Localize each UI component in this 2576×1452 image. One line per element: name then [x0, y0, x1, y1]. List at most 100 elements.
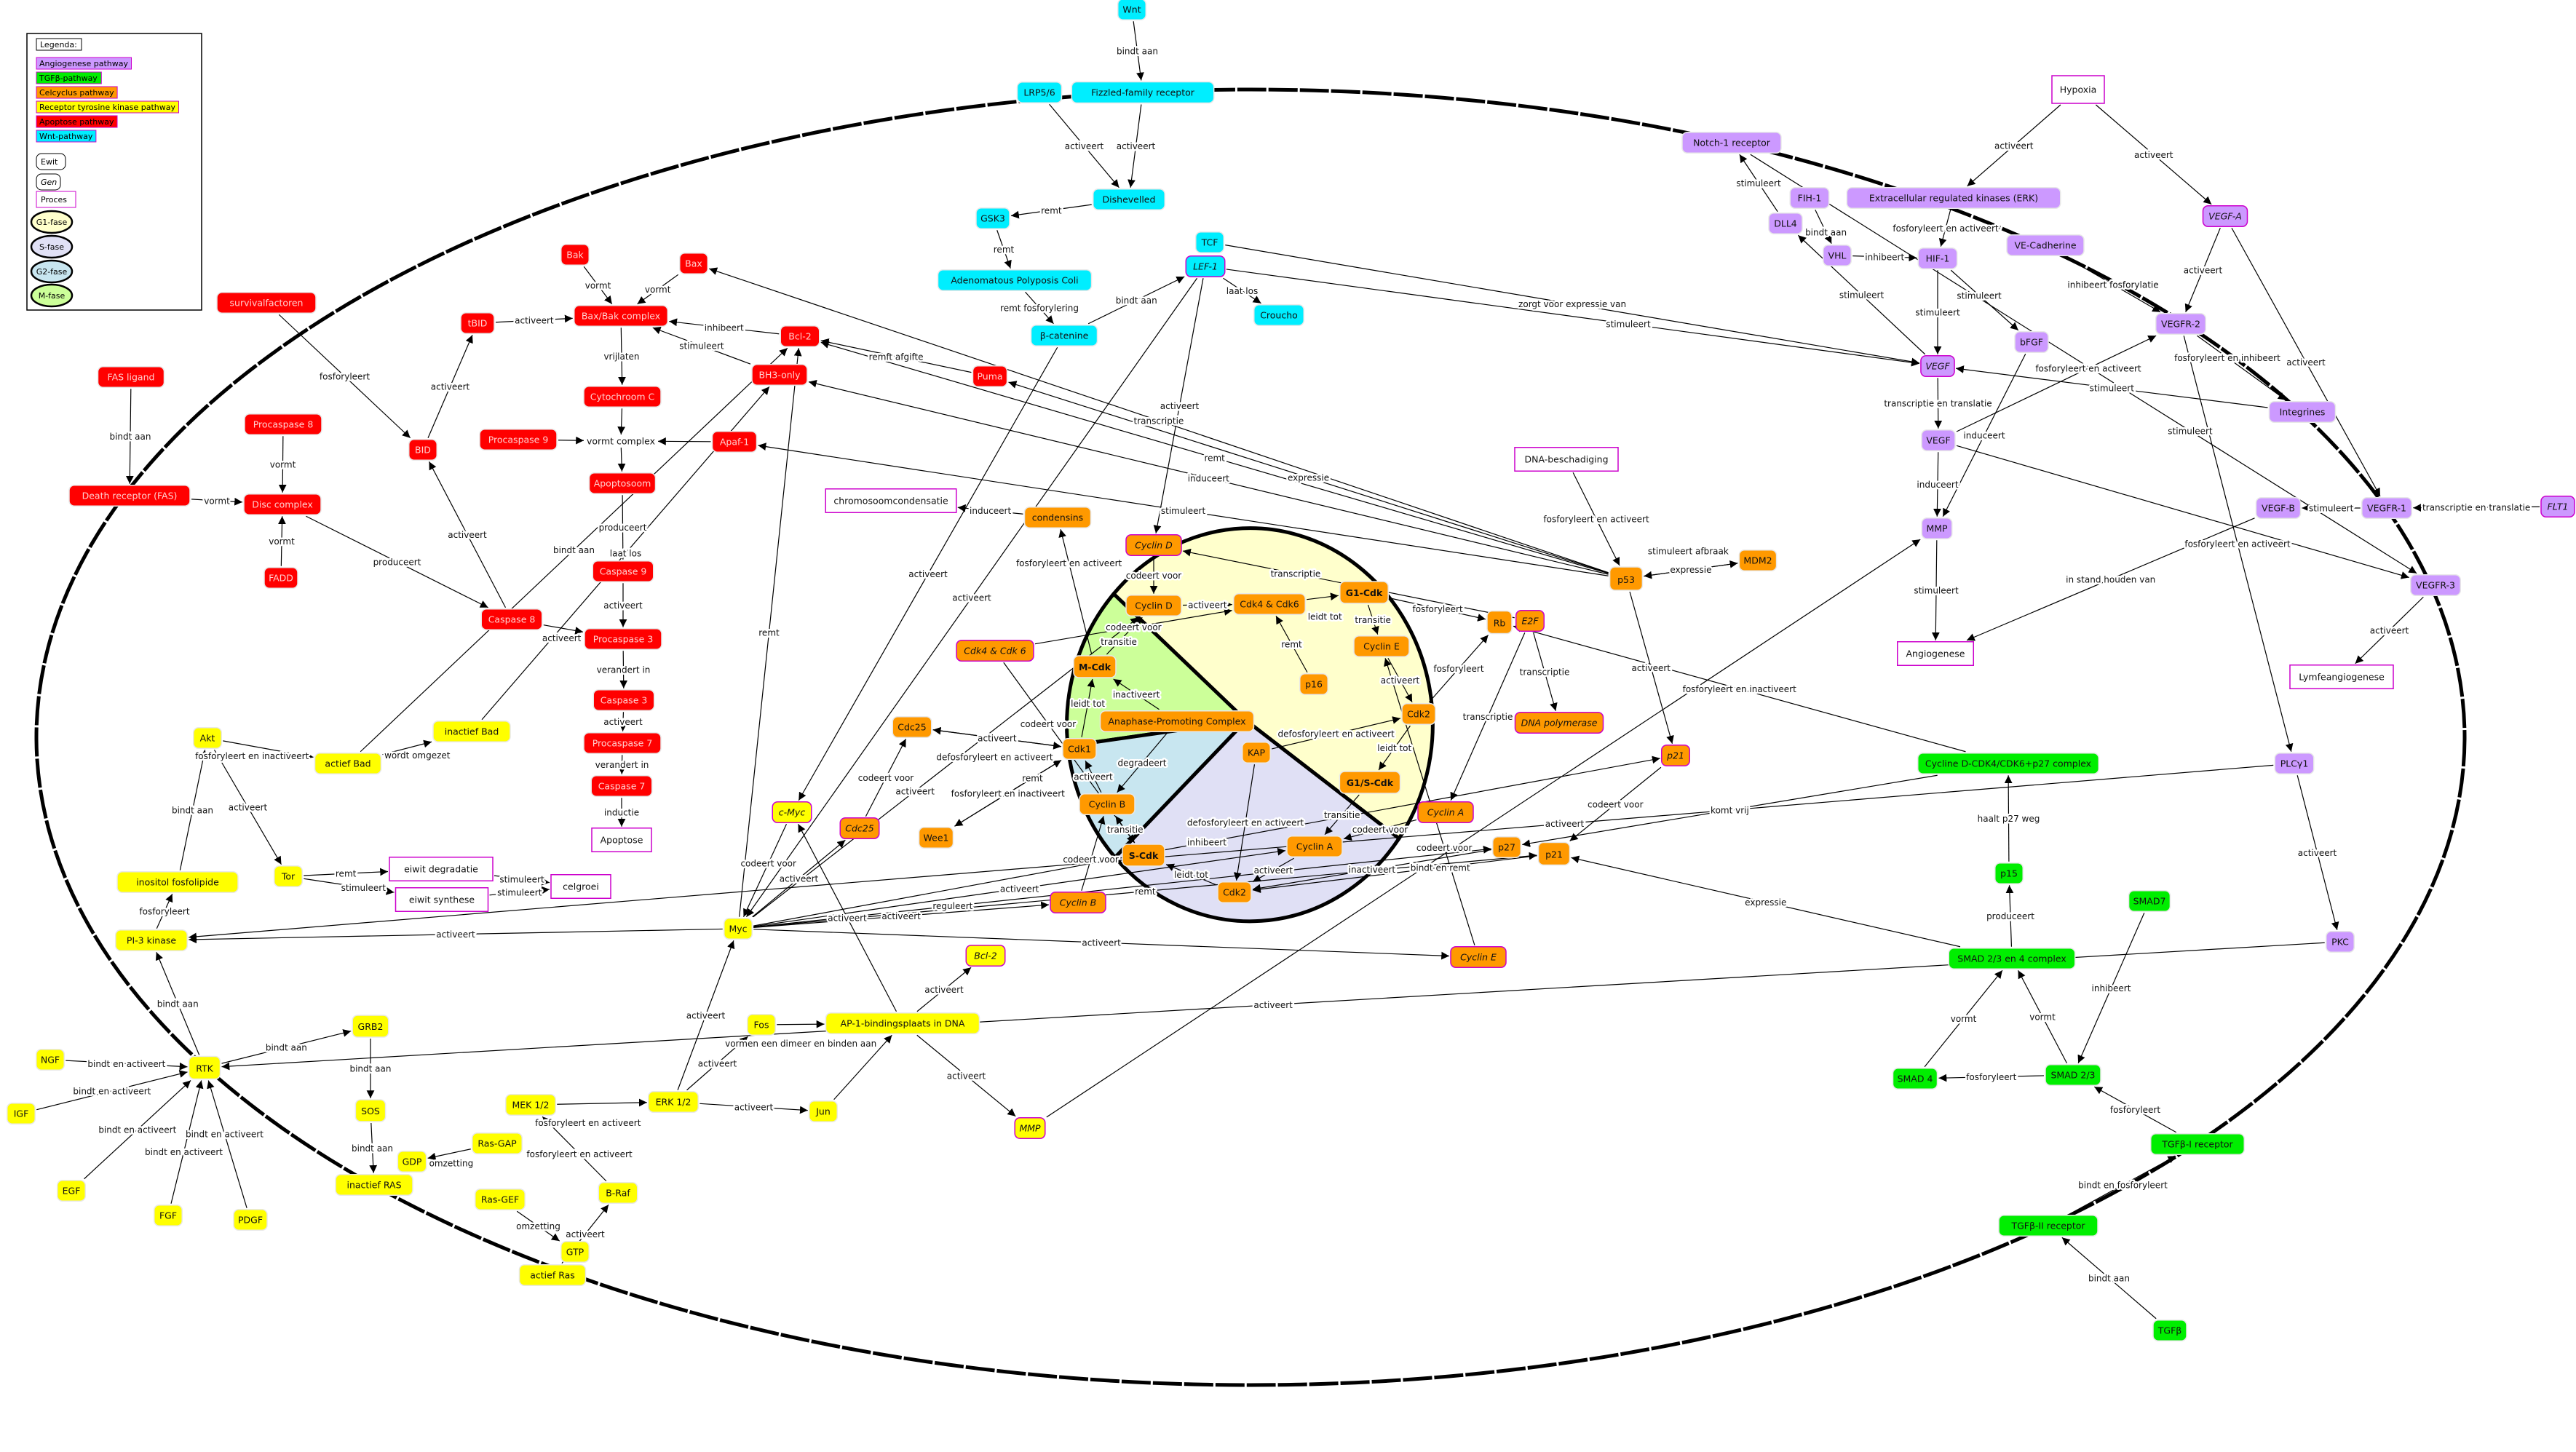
node-ibad[interactable]: inactief Bad: [432, 721, 511, 742]
node-lymf[interactable]: Lymfeangiogenese: [2289, 664, 2394, 689]
node-smadc[interactable]: SMAD 2/3 en 4 complex: [1948, 948, 2076, 969]
node-erk[interactable]: Extracellular regulated kinases (ERK): [1846, 187, 2061, 209]
node-cycAg[interactable]: Cyclin A: [1417, 801, 1474, 823]
node-apcc[interactable]: Anaphase-Promoting Complex: [1099, 710, 1255, 732]
node-p53[interactable]: p53: [1609, 566, 1644, 591]
node-aras[interactable]: actief Ras: [518, 1264, 587, 1286]
node-cdc25[interactable]: Cdc25: [892, 716, 932, 738]
node-vhl[interactable]: VHL: [1823, 245, 1852, 266]
node-bcl2[interactable]: Bcl-2: [780, 325, 820, 347]
node-g1scdk[interactable]: G1/S-Cdk: [1339, 771, 1401, 794]
node-hif[interactable]: HIF-1: [1917, 247, 1958, 269]
node-smad23[interactable]: SMAD 2/3: [2045, 1064, 2101, 1086]
node-rasgef[interactable]: Ras-GEF: [475, 1189, 526, 1210]
node-cytc[interactable]: Cytochroom C: [583, 386, 662, 408]
node-bcat[interactable]: β-catenine: [1030, 325, 1098, 346]
node-esyn[interactable]: eiwit synthese: [395, 887, 489, 912]
node-lef[interactable]: LEF-1: [1185, 255, 1226, 277]
node-sos[interactable]: SOS: [354, 1099, 387, 1122]
node-cdk46g[interactable]: Cdk4 & Cdk 6: [956, 640, 1034, 662]
node-p21g[interactable]: p21: [1661, 745, 1690, 766]
node-cycE[interactable]: Cyclin E: [1353, 635, 1410, 657]
node-vegfr1[interactable]: VEGFR-1: [2361, 497, 2412, 519]
node-scdk[interactable]: S-Cdk: [1122, 844, 1165, 867]
node-p16[interactable]: p16: [1299, 673, 1328, 695]
node-apaf[interactable]: Apaf-1: [711, 431, 758, 453]
node-angio[interactable]: Angiogenese: [1897, 641, 1974, 666]
node-g1cdk[interactable]: G1-Cdk: [1339, 581, 1389, 604]
node-tbid[interactable]: tBID: [460, 312, 495, 334]
node-igf[interactable]: IGF: [7, 1103, 36, 1124]
node-vegfr2[interactable]: VEGFR-2: [2155, 313, 2206, 335]
node-celg[interactable]: celgroei: [550, 874, 611, 899]
node-apoptose[interactable]: Apoptose: [591, 828, 652, 852]
node-cycDg[interactable]: Cyclin D: [1125, 534, 1182, 556]
node-pc3[interactable]: Procaspase 3: [584, 628, 662, 650]
node-fzd[interactable]: Fizzled-family receptor: [1071, 81, 1215, 104]
node-p27[interactable]: p27: [1492, 836, 1521, 858]
node-tgfb[interactable]: TGFβ: [2152, 1320, 2187, 1341]
node-rb[interactable]: Rb: [1486, 610, 1513, 635]
node-cycA[interactable]: Cyclin A: [1286, 836, 1343, 857]
node-crou[interactable]: Croucho: [1253, 304, 1304, 326]
node-pc7[interactable]: Procaspase 7: [583, 732, 662, 754]
node-e2f[interactable]: E2F: [1515, 610, 1545, 632]
node-kap[interactable]: KAP: [1242, 742, 1271, 763]
node-cdcomplex[interactable]: Cycline D-CDK4/CDK6+p27 complex: [1917, 753, 2099, 774]
node-c7[interactable]: Caspase 7: [590, 775, 653, 797]
node-smad4[interactable]: SMAD 4: [1892, 1068, 1938, 1090]
node-dnapol[interactable]: DNA polymerase: [1514, 712, 1604, 734]
node-fadd[interactable]: FADD: [263, 567, 298, 589]
node-vegfb[interactable]: VEGF-B: [2255, 497, 2302, 519]
node-grb2[interactable]: GRB2: [352, 1015, 389, 1038]
node-erk12[interactable]: ERK 1/2: [648, 1091, 699, 1113]
node-cond[interactable]: condensins: [1023, 507, 1092, 528]
node-p15[interactable]: p15: [1994, 862, 2024, 884]
node-fos[interactable]: Fos: [747, 1014, 776, 1036]
node-bid[interactable]: BID: [408, 439, 437, 461]
node-smad7[interactable]: SMAD7: [2128, 890, 2171, 912]
node-cdk2a[interactable]: Cdk2: [1401, 703, 1436, 725]
node-edeg[interactable]: eiwit degradatie: [389, 857, 494, 881]
node-wee1[interactable]: Wee1: [918, 827, 954, 849]
node-flt1[interactable]: FLT1: [2540, 496, 2575, 517]
node-vc[interactable]: vormt complex: [587, 436, 655, 447]
node-dll4[interactable]: DLL4: [1768, 213, 1803, 234]
node-vegfa[interactable]: VEGF-A: [2202, 205, 2248, 227]
node-apop[interactable]: Apoptosoom: [588, 472, 657, 494]
node-chrom[interactable]: chromosoomcondensatie: [825, 488, 957, 513]
node-braf[interactable]: B-Raf: [598, 1182, 638, 1204]
node-bh3[interactable]: BH3-only: [751, 364, 808, 386]
node-bcl2g[interactable]: Bcl-2: [965, 945, 1006, 967]
node-pdgf[interactable]: PDGF: [233, 1209, 268, 1231]
node-plc[interactable]: PLCγ1: [2274, 753, 2315, 774]
node-fasl[interactable]: FAS ligand: [97, 366, 165, 388]
node-mek[interactable]: MEK 1/2: [505, 1094, 556, 1116]
node-cycD[interactable]: Cyclin D: [1125, 595, 1182, 616]
node-vecad[interactable]: VE-Cadherine: [2006, 234, 2085, 256]
node-bfgf[interactable]: bFGF: [2014, 331, 2049, 353]
node-baxbak[interactable]: Bax/Bak complex: [574, 305, 668, 327]
node-pc9[interactable]: Procaspase 9: [479, 429, 558, 451]
node-cycEg[interactable]: Cyclin E: [1450, 946, 1507, 968]
node-pc8[interactable]: Procaspase 8: [244, 413, 322, 435]
node-ap1[interactable]: AP-1-bindingsplaats in DNA: [825, 1012, 980, 1034]
node-vegfr3[interactable]: VEGFR-3: [2410, 574, 2461, 596]
node-tgf2[interactable]: TGFβ-II receptor: [1998, 1215, 2099, 1237]
node-pkc[interactable]: PKC: [2326, 931, 2355, 953]
node-inos[interactable]: inositol fosfolipide: [116, 871, 239, 893]
node-p21[interactable]: p21: [1537, 841, 1571, 866]
node-tor[interactable]: Tor: [274, 865, 303, 887]
node-mdm2[interactable]: MDM2: [1738, 550, 1778, 571]
node-cdk46[interactable]: Cdk4 & Cdk6: [1233, 593, 1306, 615]
node-cmyc[interactable]: c-Myc: [772, 801, 812, 823]
node-gsk3[interactable]: GSK3: [975, 207, 1010, 229]
node-ngf[interactable]: NGF: [36, 1049, 65, 1071]
node-dnab[interactable]: DNA-beschadiging: [1514, 447, 1619, 472]
node-vegf[interactable]: VEGF: [1921, 429, 1956, 451]
node-cdk2b[interactable]: Cdk2: [1217, 881, 1252, 903]
node-pi3k[interactable]: PI-3 kinase: [115, 929, 188, 951]
node-notch[interactable]: Notch-1 receptor: [1681, 132, 1782, 154]
node-rasgap[interactable]: Ras-GAP: [472, 1132, 523, 1154]
node-cycB[interactable]: Cyclin B: [1079, 793, 1136, 815]
